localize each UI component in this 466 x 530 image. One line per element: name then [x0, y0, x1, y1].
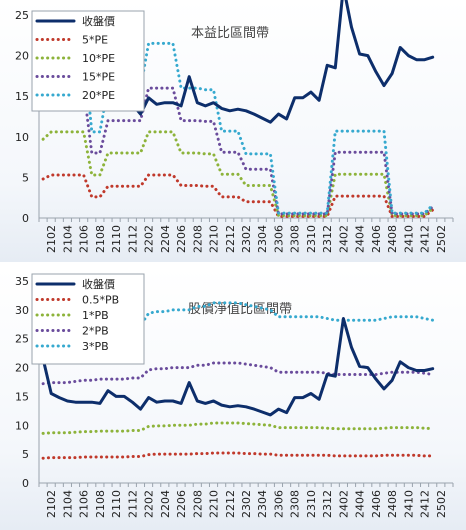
y-tick-label: 0: [22, 212, 29, 225]
x-tick-label: 2402: [337, 490, 350, 518]
x-tick-label: 2404: [354, 225, 367, 253]
series-line-4: [41, 41, 435, 215]
legend-label-4: 20*PE: [82, 89, 115, 102]
x-tick-label: 2206: [175, 225, 188, 253]
x-tick-label: 2112: [126, 225, 139, 253]
y-tick-label: 30: [15, 304, 29, 317]
legend-label-3: 2*PB: [82, 325, 109, 338]
x-tick-label: 2302: [240, 490, 253, 518]
x-tick-label: 2410: [402, 490, 415, 518]
x-tick-label: 2210: [208, 490, 221, 518]
y-tick-label: 10: [15, 131, 29, 144]
legend-label-0: 收盤價: [82, 277, 115, 291]
x-tick-label: 2106: [78, 225, 91, 253]
pb-band-chart: 0 5 10 15 20 25 30 35 2102 2104 2106 2108 2110 2112 22…: [0, 268, 466, 530]
x-tick-label: 2310: [305, 490, 318, 518]
series-line-3: [41, 361, 435, 386]
y-tick-label: 25: [15, 333, 29, 346]
chart-title: 本益比區間帶: [191, 26, 269, 41]
y-tick-label: 5: [22, 171, 29, 184]
x-tick-label: 2110: [110, 225, 123, 253]
x-tick-label: 2108: [94, 490, 107, 518]
legend-label-4: 3*PB: [82, 340, 109, 353]
x-tick-label: 2502: [435, 225, 448, 253]
y-tick-label: 5: [22, 448, 29, 461]
x-tick-label: 2206: [175, 490, 188, 518]
chart-divider: [0, 262, 466, 268]
x-tick-label: 2204: [159, 490, 172, 518]
legend-label-0: 收盤價: [82, 14, 115, 28]
x-tick-label: 2112: [126, 490, 139, 518]
legend-label-2: 1*PB: [82, 309, 109, 322]
pb-band-chart-svg: 0 5 10 15 20 25 30 35 2102 2104 2106 2108 2110 2112 22…: [15, 273, 454, 518]
y-tick-label: 20: [15, 362, 29, 375]
x-tick-label: 2406: [370, 490, 383, 518]
x-tick-label: 2104: [61, 225, 74, 253]
x-tick-label: 2212: [224, 490, 237, 518]
series-line-2: [41, 130, 435, 218]
x-tick-label: 2108: [94, 225, 107, 253]
x-tick-label: 2406: [370, 225, 383, 253]
x-tick-label: 2312: [321, 490, 334, 518]
y-tick-label: 15: [15, 90, 29, 103]
pe-band-chart: 0 5 10 15 20 25 2102 2104 2106 2108 2110 2112 2202 22…: [0, 0, 466, 262]
legend-label-1: 0.5*PB: [82, 294, 119, 307]
x-tick-label: 2308: [289, 490, 302, 518]
legend-box: [31, 10, 145, 112]
x-tick-label: 2412: [419, 490, 432, 518]
x-tick-label: 2502: [435, 490, 448, 518]
x-tick-label: 2306: [272, 225, 285, 253]
legend-label-3: 15*PE: [82, 71, 115, 84]
y-tick-label: 0: [22, 477, 29, 490]
x-tick-label: 2306: [272, 490, 285, 518]
x-tick-label: 2202: [143, 490, 156, 518]
x-tick-label: 2310: [305, 225, 318, 253]
legend-label-2: 10*PE: [82, 52, 115, 65]
y-tick-label: 20: [15, 50, 29, 63]
x-tick-label: 2408: [386, 225, 399, 253]
x-tick-label: 2308: [289, 225, 302, 253]
legend-box: [31, 273, 145, 365]
series-line-0: [41, 317, 435, 417]
series-line-1: [41, 451, 435, 460]
legend-label-1: 5*PE: [82, 34, 108, 47]
x-tick-label: 2404: [354, 490, 367, 518]
y-tick-label: 35: [15, 275, 29, 288]
x-tick-label: 2210: [208, 225, 221, 253]
series-line-1: [41, 173, 435, 218]
x-tick-label: 2102: [45, 225, 58, 253]
x-tick-label: 2202: [143, 225, 156, 253]
x-tick-label: 2304: [256, 490, 269, 518]
x-tick-label: 2402: [337, 225, 350, 253]
x-tick-label: 2208: [191, 225, 204, 253]
x-tick-label: 2304: [256, 225, 269, 253]
x-tick-label: 2204: [159, 225, 172, 253]
x-tick-label: 2110: [110, 490, 123, 518]
x-tick-label: 2312: [321, 225, 334, 253]
y-tick-label: 15: [15, 390, 29, 403]
series-line-3: [41, 86, 435, 216]
x-tick-label: 2212: [224, 225, 237, 253]
y-tick-label: 10: [15, 419, 29, 432]
x-tick-label: 2208: [191, 490, 204, 518]
x-tick-label: 2412: [419, 225, 432, 253]
chart-title: 股價淨值比區間帶: [188, 301, 292, 317]
series-line-2: [41, 421, 435, 435]
x-tick-label: 2408: [386, 490, 399, 518]
x-tick-label: 2302: [240, 225, 253, 253]
y-tick-label: 25: [15, 9, 29, 22]
x-tick-label: 2102: [45, 490, 58, 518]
x-tick-label: 2104: [61, 490, 74, 518]
x-tick-label: 2410: [402, 225, 415, 253]
x-tick-label: 2106: [78, 490, 91, 518]
